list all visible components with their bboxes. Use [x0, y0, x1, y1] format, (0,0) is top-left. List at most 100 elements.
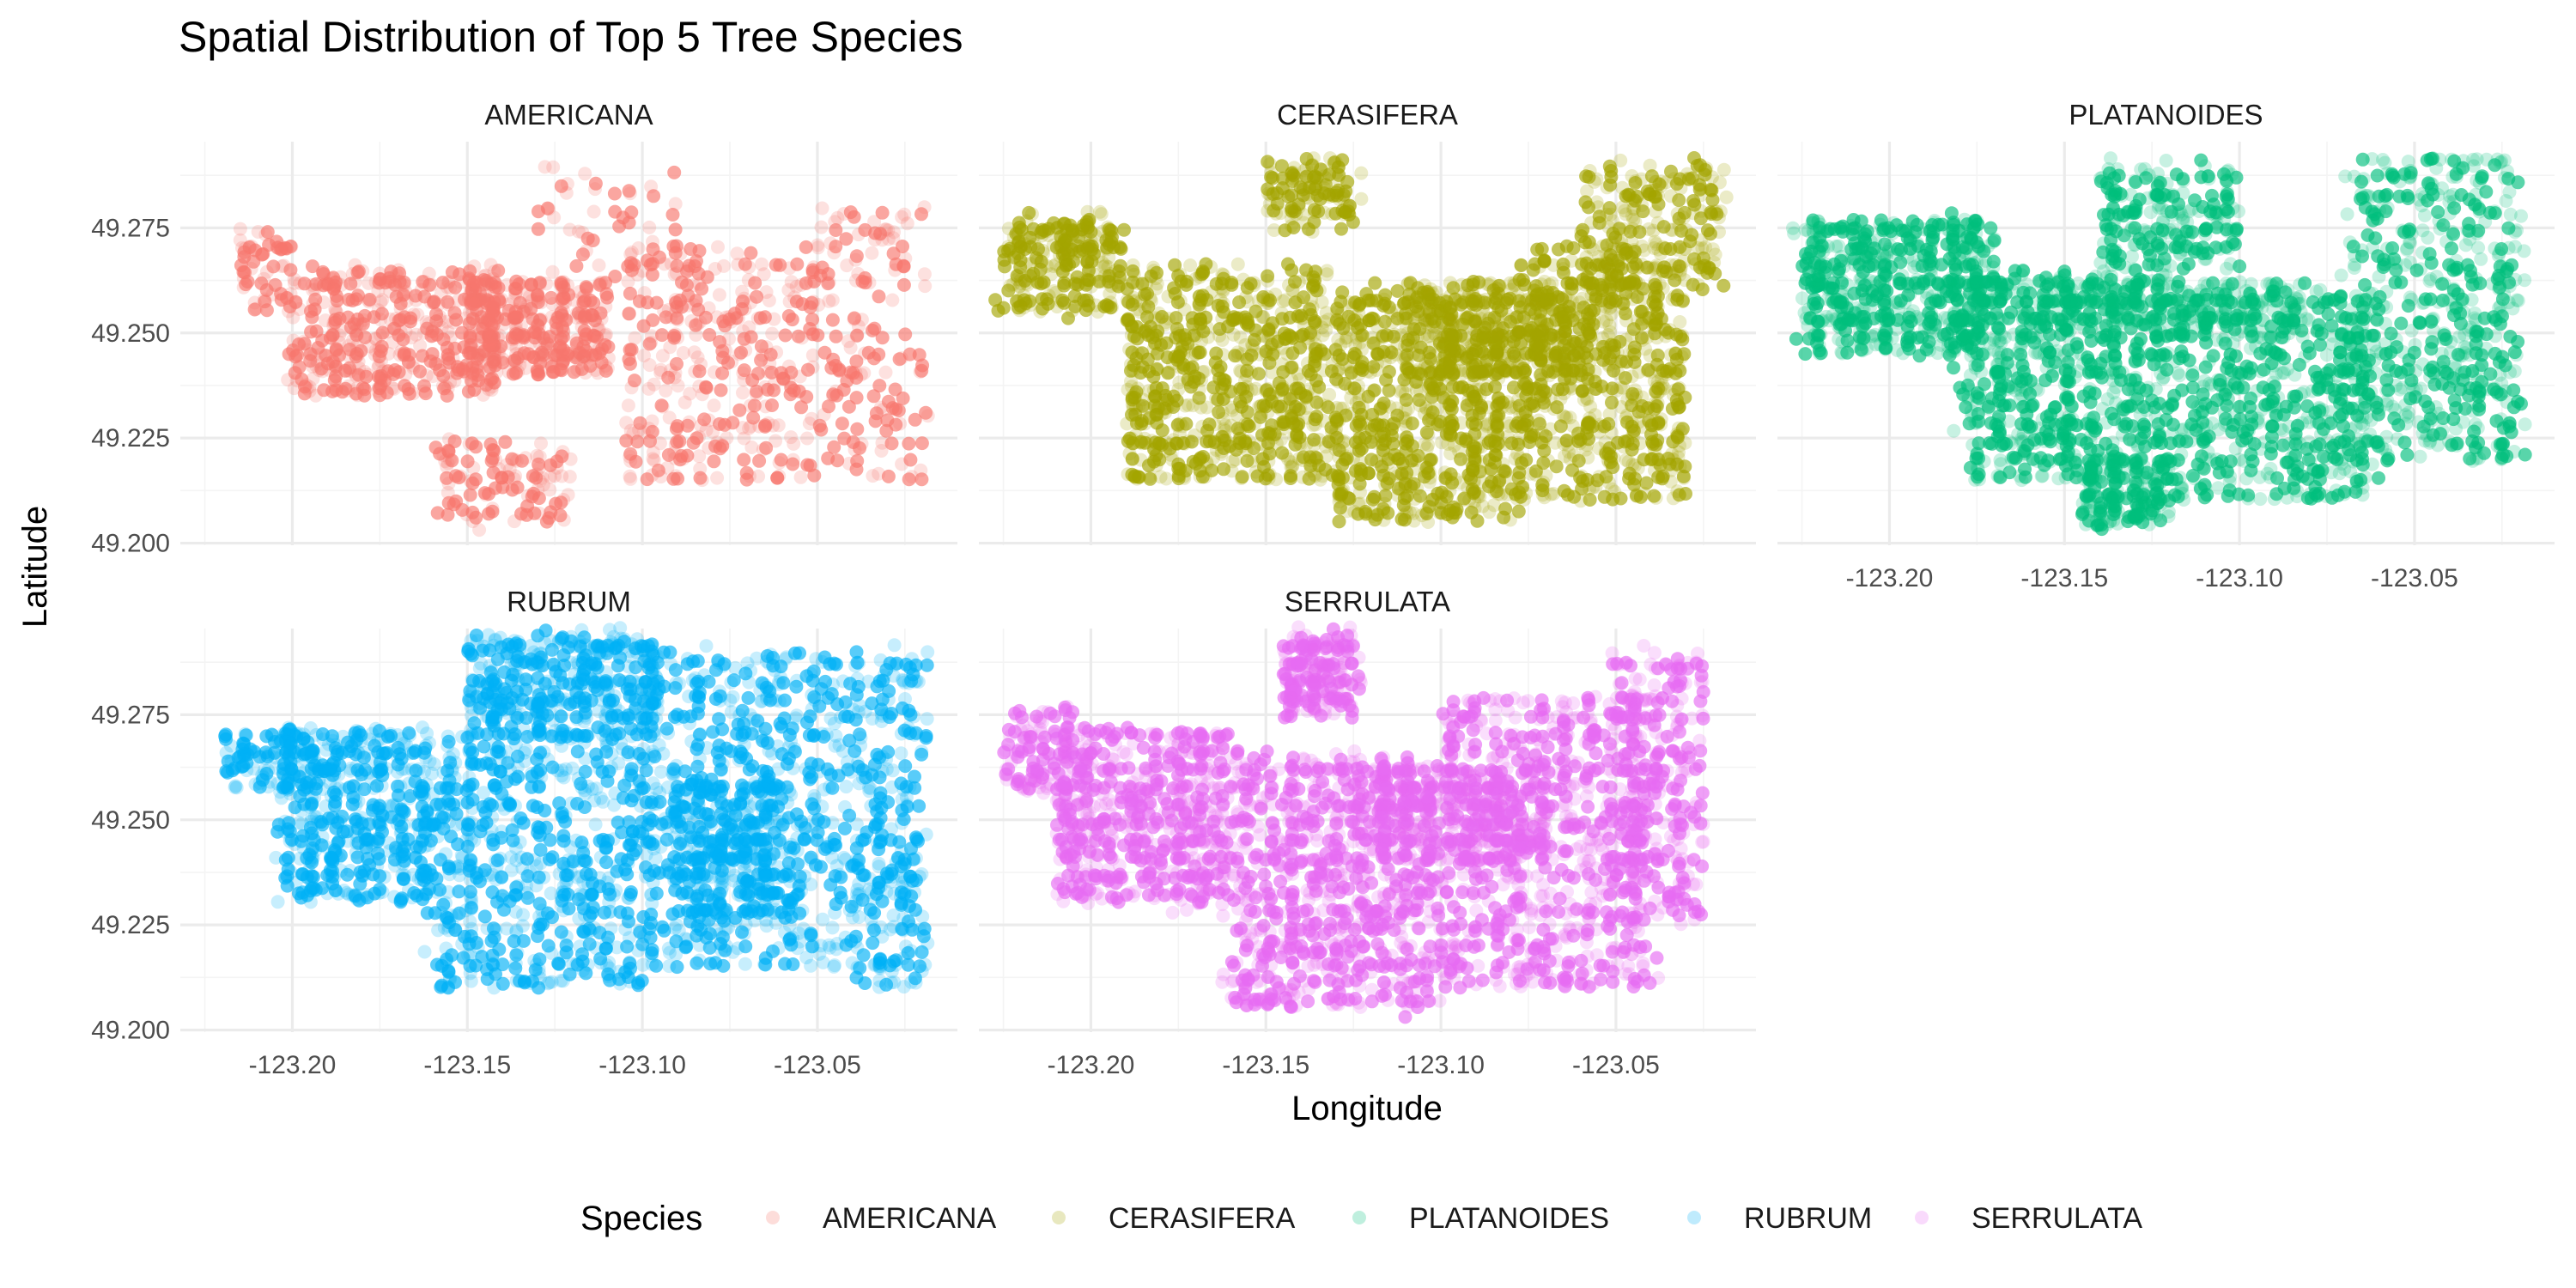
data-point: [1557, 483, 1571, 498]
data-point: [755, 257, 769, 271]
data-point: [1249, 304, 1263, 319]
data-point: [1670, 427, 1684, 441]
data-point: [1281, 452, 1296, 466]
data-point: [811, 240, 825, 255]
data-point: [888, 382, 902, 397]
data-point: [1513, 300, 1528, 314]
data-point: [258, 295, 272, 309]
data-point: [850, 328, 865, 343]
data-point: [683, 386, 697, 401]
data-point: [1533, 259, 1547, 274]
data-point: [1424, 341, 1438, 355]
data-point: [1656, 469, 1670, 483]
data-point: [233, 233, 247, 247]
data-point: [1376, 396, 1391, 410]
data-point: [1424, 453, 1438, 467]
data-point: [1512, 432, 1526, 446]
data-point: [1329, 166, 1344, 180]
data-point: [1444, 327, 1459, 342]
data-point: [426, 369, 440, 384]
data-point: [1030, 253, 1045, 268]
data-point: [574, 308, 587, 323]
data-point: [1580, 270, 1595, 284]
data-point: [534, 436, 548, 451]
y-tick-label: 49.250: [91, 319, 170, 348]
data-point: [1538, 355, 1552, 369]
data-point: [1511, 504, 1526, 519]
data-point: [1491, 301, 1505, 314]
data-point: [483, 338, 496, 352]
data-point: [315, 333, 330, 348]
data-point: [586, 204, 601, 219]
data-point: [1407, 492, 1422, 506]
data-point: [287, 272, 301, 287]
data-point: [1138, 416, 1152, 431]
data-point: [654, 398, 669, 413]
data-point: [683, 242, 698, 256]
data-point: [1599, 300, 1613, 314]
data-point: [2413, 449, 2427, 464]
data-point: [822, 399, 835, 414]
data-point: [1080, 225, 1095, 240]
data-point: [988, 293, 1003, 307]
data-point: [1465, 284, 1479, 299]
data-point: [498, 434, 513, 449]
data-point: [1457, 491, 1472, 506]
data-point: [739, 465, 754, 480]
data-point: [1398, 513, 1412, 527]
data-point: [1585, 419, 1600, 434]
data-point: [402, 348, 416, 362]
data-point: [717, 417, 732, 432]
data-point: [694, 418, 708, 433]
data-point: [677, 395, 692, 410]
data-point: [440, 340, 454, 355]
data-point: [769, 434, 783, 448]
data-point: [895, 457, 909, 471]
data-point: [1332, 450, 1346, 465]
data-point: [680, 418, 695, 433]
data-point: [1424, 366, 1437, 380]
data-point: [884, 436, 899, 451]
data-point: [534, 312, 548, 326]
data-point: [1281, 257, 1295, 271]
data-point: [1234, 471, 1249, 485]
data-point: [805, 313, 820, 327]
data-point: [1490, 348, 1504, 362]
data-point: [233, 222, 247, 236]
data-point: [510, 480, 525, 495]
data-point: [1489, 288, 1504, 302]
data-point: [1199, 310, 1213, 325]
data-point: [519, 507, 534, 522]
data-point: [536, 477, 550, 492]
data-point: [1673, 315, 1687, 329]
data-point: [1192, 289, 1206, 304]
data-point: [1643, 158, 1657, 173]
data-point: [304, 325, 319, 339]
data-point: [669, 303, 683, 318]
data-point: [544, 290, 558, 305]
data-point: [892, 352, 907, 367]
data-point: [1425, 286, 1440, 301]
data-point: [1389, 401, 1404, 416]
data-point: [889, 417, 903, 432]
data-point: [897, 207, 912, 222]
data-point: [848, 311, 861, 325]
data-point: [711, 240, 725, 254]
data-point: [507, 514, 521, 529]
data-point: [576, 295, 591, 310]
data-point: [659, 383, 673, 398]
data-point: [1170, 295, 1185, 309]
data-point: [668, 222, 683, 237]
data-point: [695, 387, 709, 402]
data-point: [512, 326, 526, 341]
data-point: [624, 343, 639, 357]
data-point: [642, 220, 657, 234]
data-point: [1535, 392, 1550, 406]
data-point: [628, 374, 641, 388]
data-point: [774, 453, 788, 467]
data-point: [914, 207, 928, 222]
data-point: [690, 350, 705, 365]
data-point: [896, 277, 911, 292]
data-point: [868, 414, 883, 428]
data-point: [1368, 276, 1382, 290]
